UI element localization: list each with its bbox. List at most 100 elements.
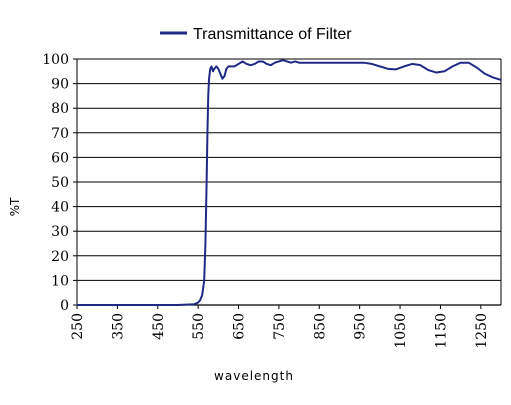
y-tick-label: 80 [51, 101, 69, 117]
data-point [241, 60, 244, 63]
y-tick-label: 60 [51, 150, 69, 166]
data-point [199, 299, 201, 301]
x-tick-label: 250 [70, 313, 86, 340]
data-point [475, 66, 478, 69]
data-point [245, 63, 248, 65]
y-tick-labels: 0 10 20 30 40 50 60 70 80 90 100 [42, 52, 77, 314]
data-point [274, 61, 276, 64]
data-point [298, 61, 300, 64]
data-point [403, 65, 405, 68]
data-point [314, 61, 317, 64]
y-tick-label: 30 [51, 224, 69, 240]
data-point [459, 61, 462, 64]
data-point [227, 65, 230, 68]
data-point [435, 71, 438, 74]
data-point [225, 68, 228, 70]
legend: Transmittance of Filter [160, 26, 352, 43]
data-point [362, 61, 365, 64]
data-point [215, 65, 218, 68]
y-tick-label: 100 [42, 52, 69, 68]
y-axis-label: %T [8, 197, 22, 216]
data-point [197, 301, 199, 304]
data-point [443, 70, 446, 73]
data-point [257, 60, 260, 63]
data-point [212, 70, 214, 73]
x-tick-label: 350 [110, 313, 126, 340]
data-point [500, 79, 502, 81]
x-tick-label: 1150 [433, 313, 449, 349]
data-point [76, 304, 78, 306]
data-point [467, 61, 470, 64]
x-tick-label: 1250 [474, 313, 490, 349]
series-layer [76, 59, 502, 306]
data-point [204, 242, 207, 245]
x-tick-label: 550 [191, 313, 207, 340]
data-point [217, 68, 220, 70]
data-point [484, 72, 486, 75]
data-point [205, 181, 208, 183]
data-point [156, 304, 159, 306]
x-tick-label: 950 [353, 313, 369, 340]
data-point [419, 64, 422, 66]
data-point [379, 65, 381, 68]
data-point [136, 304, 139, 306]
data-point [451, 65, 454, 68]
data-point [219, 72, 222, 75]
data-point [294, 60, 296, 63]
data-point [370, 63, 373, 65]
data-point [249, 64, 252, 66]
data-point [354, 61, 357, 64]
y-tick-label: 40 [51, 200, 69, 216]
y-tick-label: 10 [51, 273, 69, 289]
y-tick-label: 0 [60, 298, 69, 314]
data-point [221, 77, 224, 80]
grid [76, 58, 502, 306]
data-point [208, 77, 210, 80]
x-tick-label: 450 [151, 313, 167, 340]
data-point [346, 61, 349, 64]
data-point [322, 61, 325, 64]
data-point [229, 65, 232, 68]
data-point [338, 61, 341, 64]
data-point [213, 68, 216, 70]
series-line-transmittance [77, 59, 502, 306]
data-point [387, 68, 389, 70]
x-tick-label: 1050 [393, 313, 409, 349]
x-tick-label: 650 [232, 313, 248, 340]
data-point [395, 68, 397, 71]
y-tick-label: 20 [51, 249, 69, 265]
data-point [209, 68, 212, 70]
y-tick-label: 70 [51, 126, 69, 142]
data-point [306, 61, 308, 64]
data-point [261, 60, 264, 63]
data-point [223, 75, 226, 78]
legend-label: Transmittance of Filter [193, 26, 352, 43]
data-point [96, 304, 98, 306]
data-point [286, 60, 288, 63]
data-point [206, 132, 209, 134]
data-point [411, 63, 413, 65]
data-point [282, 59, 284, 62]
data-point [203, 279, 205, 282]
data-point [193, 303, 195, 306]
data-point [201, 294, 203, 296]
data-point [233, 65, 236, 68]
series-points [76, 59, 502, 306]
data-point [427, 69, 430, 71]
y-tick-label: 90 [51, 77, 69, 93]
y-tick-label: 50 [51, 175, 69, 191]
x-axis-label: wavelength [214, 369, 294, 383]
x-tick-labels: 250 350 450 550 650 750 850 950 1050 1150 1250 [70, 305, 490, 349]
data-point [330, 61, 333, 64]
data-point [210, 65, 213, 68]
data-point [270, 64, 272, 66]
data-point [237, 63, 240, 65]
data-point [278, 60, 280, 63]
data-point [177, 304, 179, 306]
data-point [253, 63, 256, 65]
data-point [492, 76, 494, 79]
data-point [265, 63, 268, 65]
data-point [207, 95, 210, 97]
data-point [290, 61, 292, 64]
